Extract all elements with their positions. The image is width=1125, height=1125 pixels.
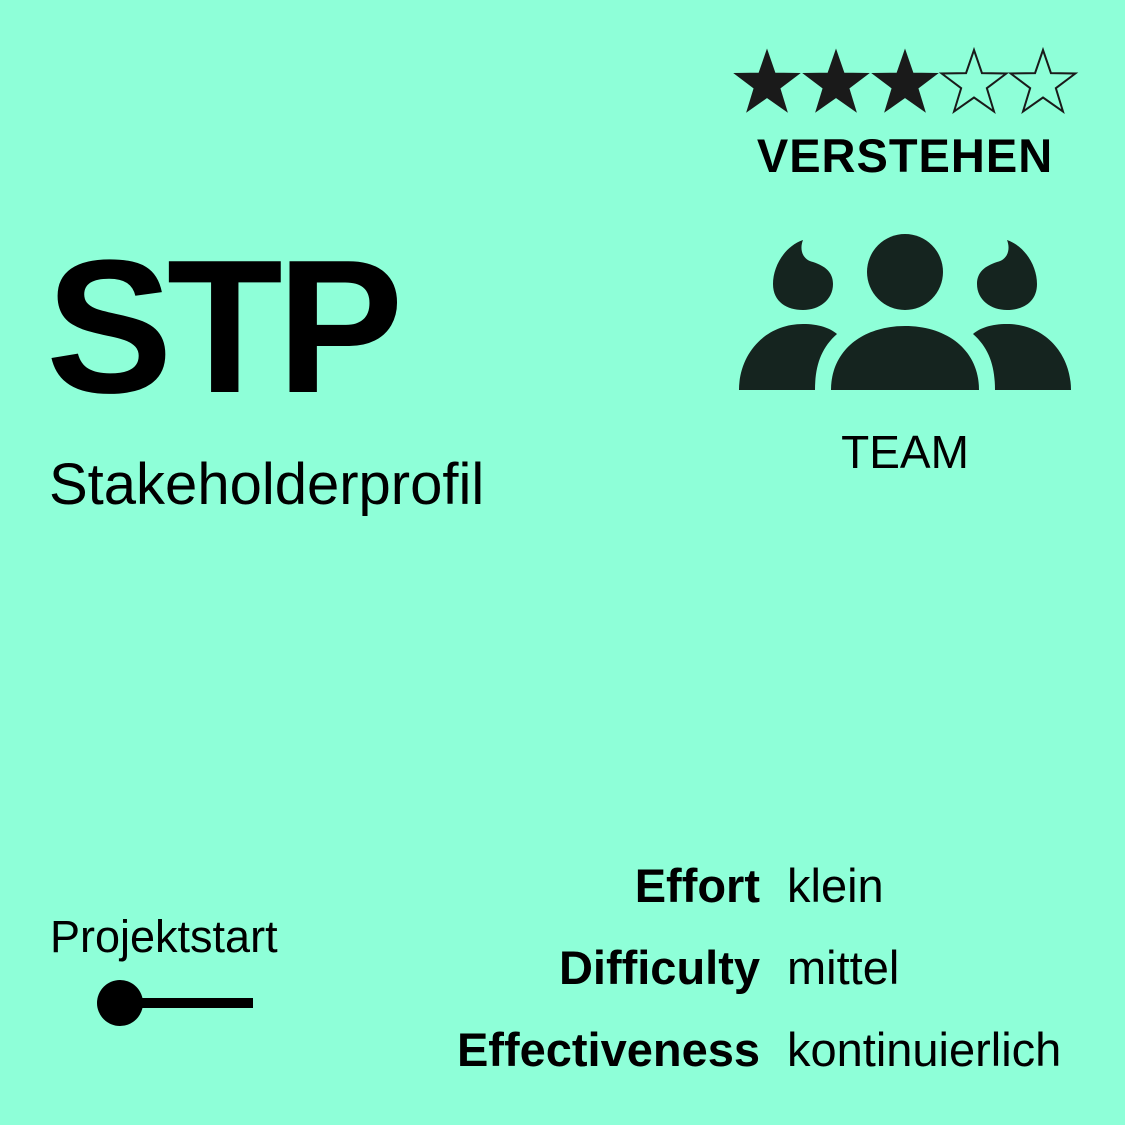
level-label: VERSTEHEN <box>756 129 1054 182</box>
star-filled-icon <box>802 48 870 113</box>
metric-effectiveness: Effectiveness kontinuierlich <box>380 1020 1100 1102</box>
metrics-list: Effort klein Difficulty mittel Effective… <box>380 856 1100 1102</box>
metric-value: mittel <box>787 941 900 994</box>
star-rating <box>730 44 1080 124</box>
phase-label: Projektstart <box>50 911 278 962</box>
metric-name: Effort <box>634 859 760 912</box>
metric-effort: Effort klein <box>380 856 1100 938</box>
audience-label: TEAM <box>841 426 969 478</box>
star-empty-icon <box>1007 46 1079 114</box>
metric-value: kontinuierlich <box>787 1023 1062 1076</box>
star-filled-icon <box>871 48 939 113</box>
metric-difficulty: Difficulty mittel <box>380 938 1100 1020</box>
metric-value: klein <box>787 859 884 912</box>
metric-name: Difficulty <box>558 941 760 994</box>
timeline-start-icon <box>95 978 257 1028</box>
method-subtitle: Stakeholderprofil <box>49 452 485 517</box>
star-empty-icon <box>938 46 1010 114</box>
metric-name: Effectiveness <box>456 1023 760 1076</box>
star-filled-icon <box>733 48 801 113</box>
method-code: STP <box>46 221 404 433</box>
team-icon <box>735 232 1075 397</box>
